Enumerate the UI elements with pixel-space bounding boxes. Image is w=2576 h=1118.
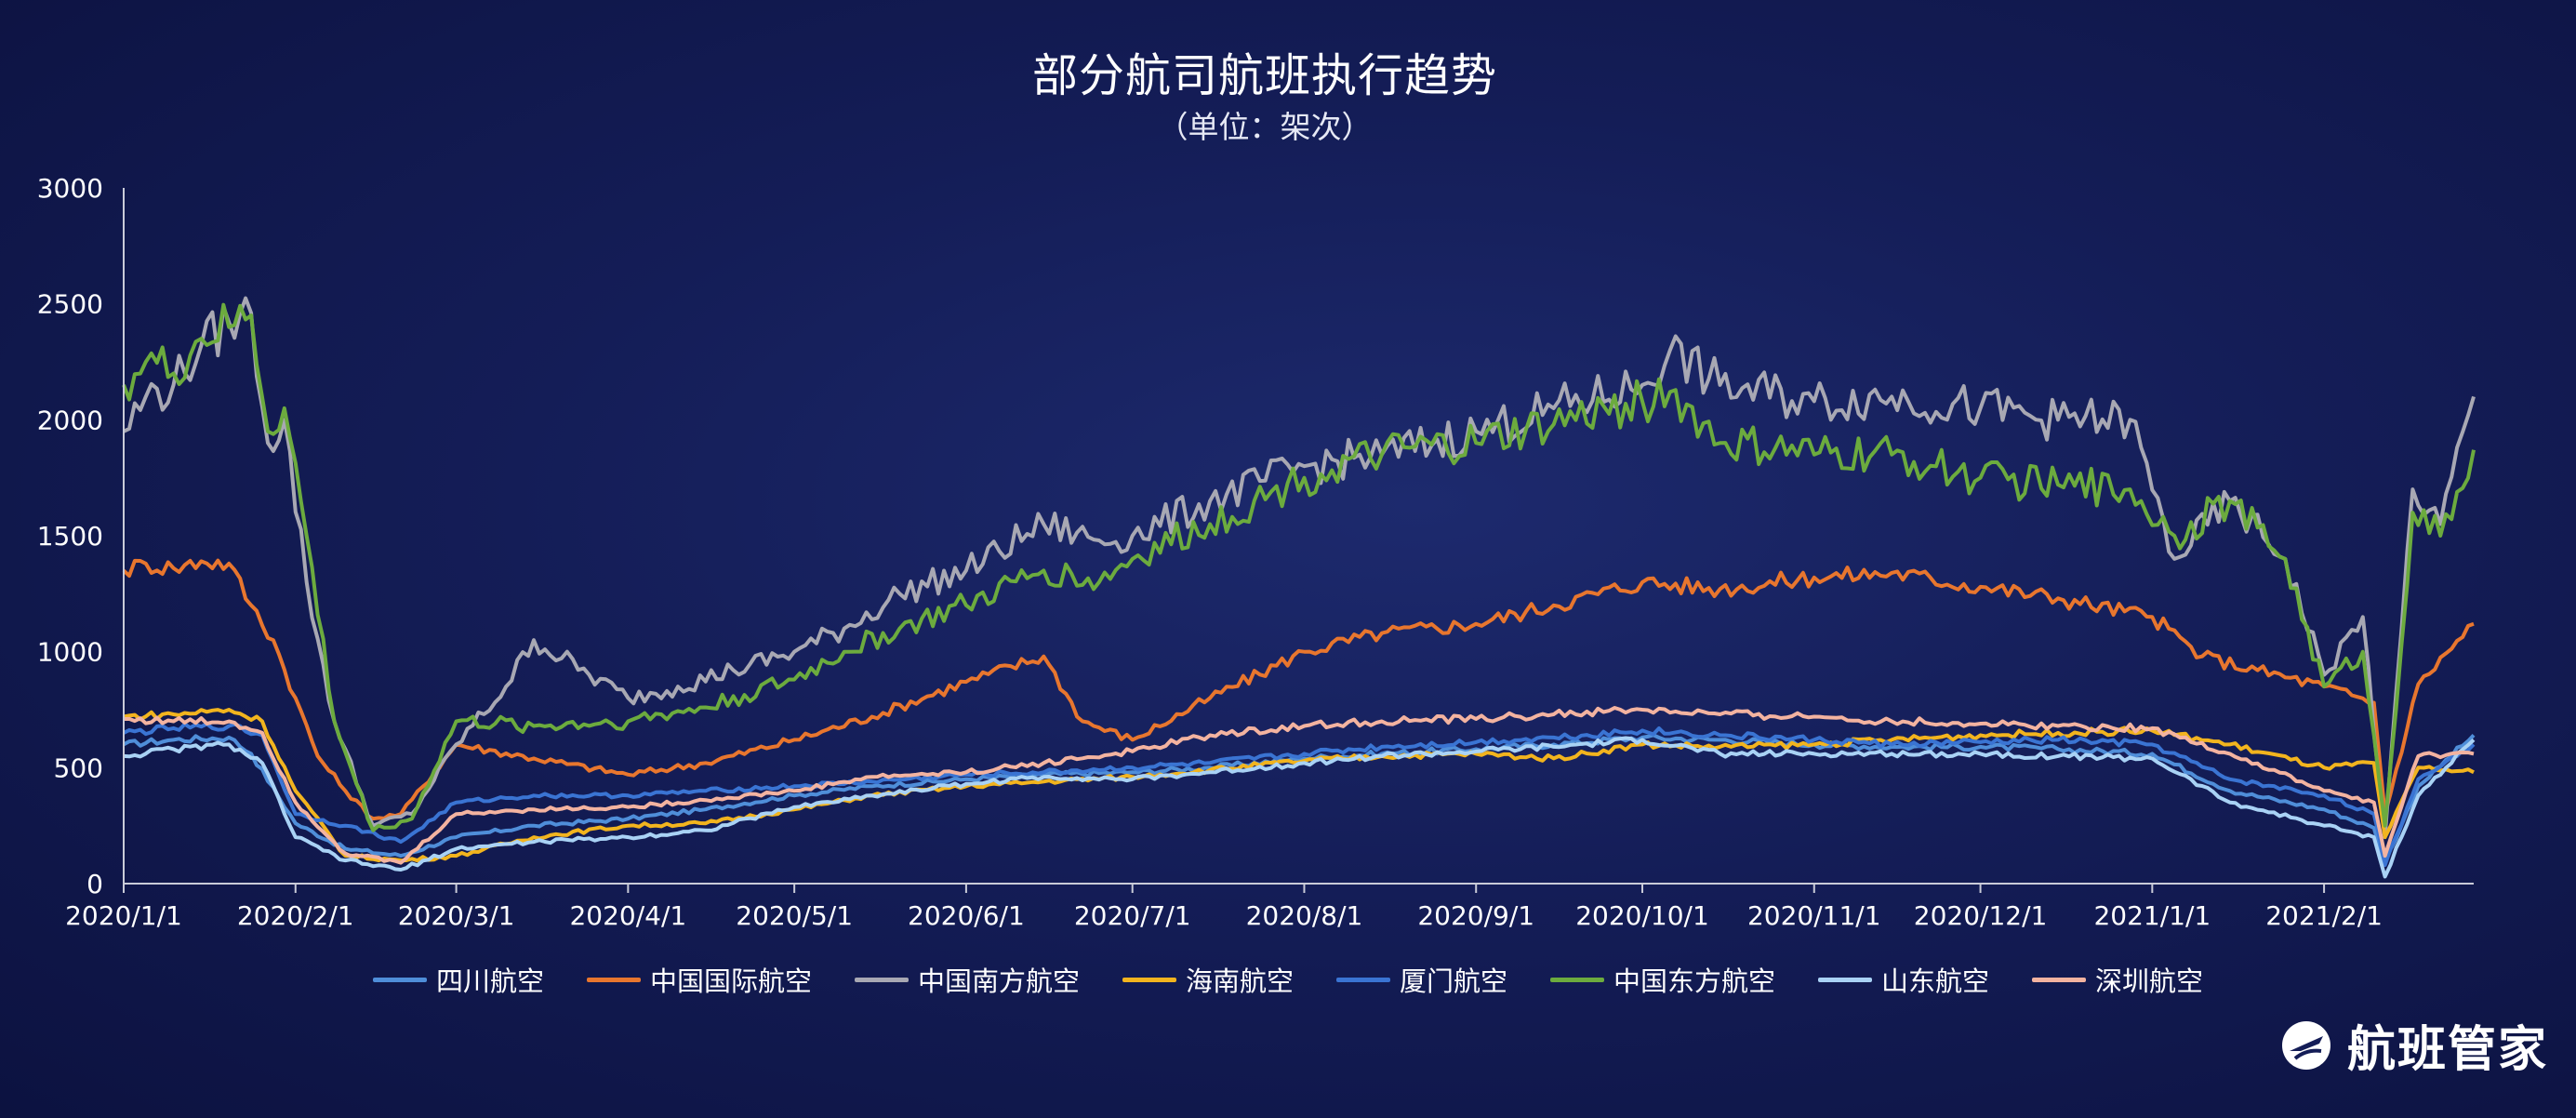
legend-item: 厦门航空 (1336, 960, 1507, 999)
legend-swatch (372, 977, 427, 982)
legend-item: 山东航空 (1818, 960, 1989, 999)
legend-swatch (1336, 977, 1390, 982)
y-tick-label: 2500 (37, 289, 103, 320)
series-line-2 (122, 558, 2475, 821)
legend-item: 中国东方航空 (1550, 960, 1775, 999)
legend-item: 中国国际航空 (586, 960, 812, 999)
legend-label: 深圳航空 (2095, 965, 2204, 997)
x-tick-label: 2020/11/1 (1747, 900, 1881, 931)
x-tick-label: 2020/7/1 (1074, 900, 1191, 931)
legend-item: 中国南方航空 (854, 960, 1080, 999)
series-line-6 (122, 302, 2476, 832)
brand-name: 航班管家 (2346, 1022, 2548, 1078)
legend-label: 海南航空 (1185, 965, 1294, 997)
x-tick-label: 2020/12/1 (1914, 900, 2048, 931)
legend-label: 山东航空 (1881, 965, 1990, 997)
y-tick-label: 3000 (37, 173, 103, 204)
series-layer (122, 296, 2476, 879)
legend: 四川航空 中国国际航空 中国南方航空 海南航空 厦门航空 中国东方航空 山东航空 深圳航空 (0, 960, 2576, 999)
series-line-4 (123, 708, 2475, 863)
legend-item: 四川航空 (372, 960, 544, 999)
brand-logo: 航班管家 (2278, 1010, 2548, 1080)
legend-swatch (2032, 977, 2087, 982)
x-tick-label: 2020/6/1 (908, 900, 1025, 931)
legend-label: 四川航空 (435, 965, 544, 997)
x-tick-label: 2020/5/1 (736, 900, 853, 931)
x-tick-label: 2020/10/1 (1575, 900, 1709, 931)
y-tick-label: 1000 (37, 637, 103, 668)
series-line-8 (123, 706, 2475, 865)
legend-item: 海南航空 (1122, 960, 1294, 999)
legend-item: 深圳航空 (2032, 960, 2203, 999)
axis-layer: 0 500 1000 1500 2000 2500 3000 2020/1/1 2020/2/1… (37, 173, 2474, 931)
legend-swatch (586, 977, 641, 982)
legend-swatch (1122, 977, 1176, 982)
legend-label: 厦门航空 (1400, 965, 1508, 997)
legend-swatch (854, 977, 909, 982)
x-tick-label: 2020/9/1 (1417, 900, 1534, 931)
x-tick-label: 2020/8/1 (1246, 900, 1363, 931)
x-tick-label: 2021/1/1 (2093, 900, 2211, 931)
legend-label: 中国国际航空 (649, 965, 812, 997)
x-tick-label: 2020/4/1 (569, 900, 686, 931)
legend-label: 中国南方航空 (917, 965, 1080, 997)
x-tick-label: 2021/2/1 (2265, 900, 2383, 931)
globe-plane-logo-icon (2281, 1020, 2330, 1070)
x-tick-label: 2020/2/1 (237, 900, 354, 931)
x-tick-label: 2020/3/1 (398, 900, 515, 931)
y-tick-label: 0 (86, 869, 103, 899)
y-tick-label: 2000 (37, 405, 103, 435)
chart-subtitle: （单位：架次） (1157, 109, 1373, 145)
y-tick-label: 500 (54, 752, 103, 783)
legend-swatch (1818, 977, 1873, 982)
chart-title: 部分航司航班执行趋势 (1031, 49, 1497, 102)
legend-label: 中国东方航空 (1613, 965, 1776, 997)
series-line-3 (123, 296, 2476, 840)
series-line-5 (123, 722, 2476, 868)
series-line-7 (123, 736, 2476, 879)
legend-swatch (1550, 977, 1605, 982)
y-tick-label: 1500 (37, 521, 103, 552)
x-tick-label: 2020/1/1 (65, 900, 182, 931)
